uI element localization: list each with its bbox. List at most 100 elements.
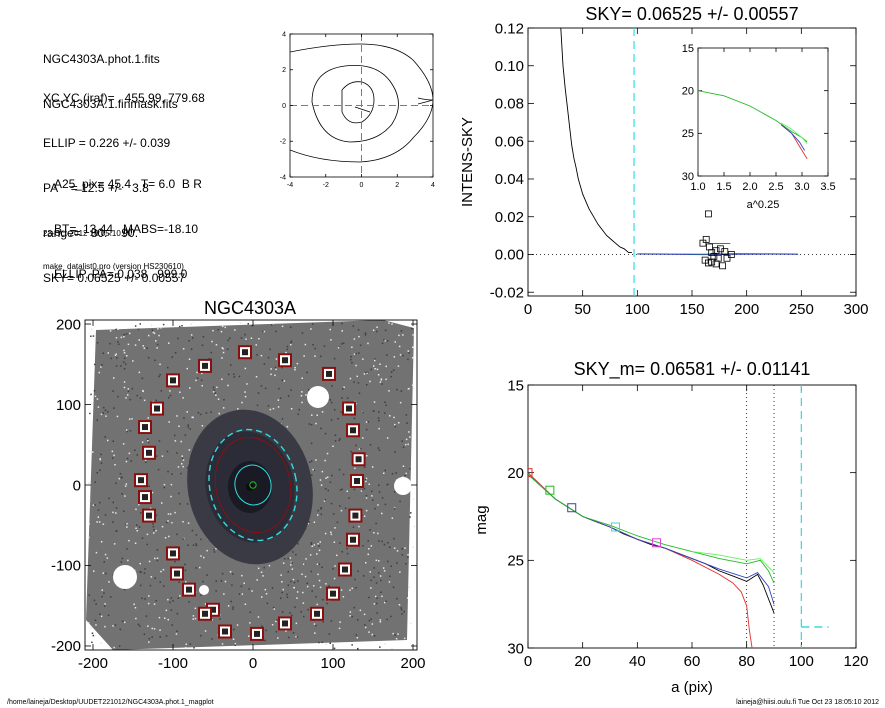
noise-pixel <box>126 523 128 525</box>
noise-pixel <box>353 417 356 420</box>
noise-pixel <box>120 336 123 339</box>
noise-pixel <box>366 455 368 457</box>
noise-pixel <box>112 390 114 392</box>
noise-pixel <box>153 332 156 335</box>
noise-pixel <box>351 644 353 646</box>
noise-pixel <box>315 459 317 461</box>
y-tick-label: 0.10 <box>495 58 524 75</box>
noise-pixel <box>360 448 362 450</box>
noise-pixel <box>364 334 367 336</box>
noise-pixel <box>310 543 313 546</box>
noise-pixel <box>292 551 294 553</box>
noise-pixel <box>397 365 400 367</box>
noise-pixel <box>311 474 313 476</box>
noise-pixel <box>123 368 126 370</box>
noise-pixel <box>291 614 293 617</box>
noise-pixel <box>384 643 386 645</box>
noise-pixel <box>402 465 405 467</box>
noise-pixel <box>144 598 146 600</box>
noise-pixel <box>402 334 404 336</box>
noise-pixel <box>146 533 149 536</box>
noise-pixel <box>131 418 133 420</box>
noise-pixel <box>151 491 154 494</box>
noise-pixel <box>107 614 110 617</box>
noise-pixel <box>274 374 276 377</box>
inset-series-line <box>780 124 805 151</box>
x-tick-label: 60 <box>684 653 701 670</box>
noise-pixel <box>92 504 95 506</box>
sky-series-line <box>560 28 632 254</box>
noise-pixel <box>148 641 150 643</box>
noise-pixel <box>161 455 164 457</box>
noise-pixel <box>188 340 190 342</box>
noise-pixel <box>354 578 356 581</box>
noise-pixel <box>215 344 218 346</box>
noise-pixel <box>183 417 185 419</box>
noise-pixel <box>206 574 208 576</box>
noise-pixel <box>409 436 411 438</box>
noise-pixel <box>157 468 160 471</box>
noise-pixel <box>378 484 380 486</box>
noise-pixel <box>397 633 399 635</box>
noise-pixel <box>201 385 203 387</box>
noise-pixel <box>200 538 202 541</box>
noise-pixel <box>310 542 313 544</box>
noise-pixel <box>164 617 166 619</box>
noise-pixel <box>221 643 224 645</box>
noise-pixel <box>392 632 394 635</box>
noise-pixel <box>156 549 159 551</box>
noise-pixel <box>263 363 266 365</box>
noise-pixel <box>368 548 370 550</box>
noise-pixel <box>339 489 342 491</box>
noise-pixel <box>359 344 362 346</box>
noise-pixel <box>351 587 353 590</box>
noise-pixel <box>125 363 127 365</box>
noise-pixel <box>125 460 128 463</box>
noise-pixel <box>400 608 403 611</box>
noise-pixel <box>119 628 122 631</box>
y-tick-label: 0.08 <box>495 96 524 113</box>
noise-pixel <box>369 529 371 531</box>
sky-box-inner <box>142 494 148 501</box>
noise-pixel <box>151 324 153 327</box>
noise-pixel <box>233 373 235 375</box>
noise-pixel <box>106 557 109 559</box>
noise-pixel <box>281 611 284 613</box>
noise-pixel <box>231 584 233 586</box>
noise-pixel <box>305 394 307 396</box>
noise-pixel <box>192 337 194 339</box>
sky-box-point <box>699 239 707 247</box>
noise-pixel <box>230 600 232 603</box>
result-line: A25_pix= 45.4 T= 6.0 B R <box>54 177 202 191</box>
noise-pixel <box>340 589 343 591</box>
noise-pixel <box>405 438 408 441</box>
noise-pixel <box>319 541 321 543</box>
noise-pixel <box>287 395 290 397</box>
noise-pixel <box>405 414 408 416</box>
noise-pixel <box>189 643 192 645</box>
noise-pixel <box>97 509 100 511</box>
noise-pixel <box>331 474 333 477</box>
noise-pixel <box>143 572 146 574</box>
noise-pixel <box>320 507 322 510</box>
noise-pixel <box>341 330 343 332</box>
noise-pixel <box>401 554 404 556</box>
noise-pixel <box>121 493 123 495</box>
noise-pixel <box>213 548 215 551</box>
noise-pixel <box>107 411 109 413</box>
noise-pixel <box>211 619 213 621</box>
noise-pixel <box>373 576 375 578</box>
noise-pixel <box>350 359 352 361</box>
noise-pixel <box>144 459 147 461</box>
noise-pixel <box>373 603 376 605</box>
noise-pixel <box>123 352 126 354</box>
noise-pixel <box>123 381 126 383</box>
noise-pixel <box>94 363 96 366</box>
noise-pixel <box>156 559 159 562</box>
noise-pixel <box>152 523 154 525</box>
noise-pixel <box>328 633 331 635</box>
noise-pixel <box>290 343 292 346</box>
noise-pixel <box>314 632 316 634</box>
noise-pixel <box>161 525 164 528</box>
